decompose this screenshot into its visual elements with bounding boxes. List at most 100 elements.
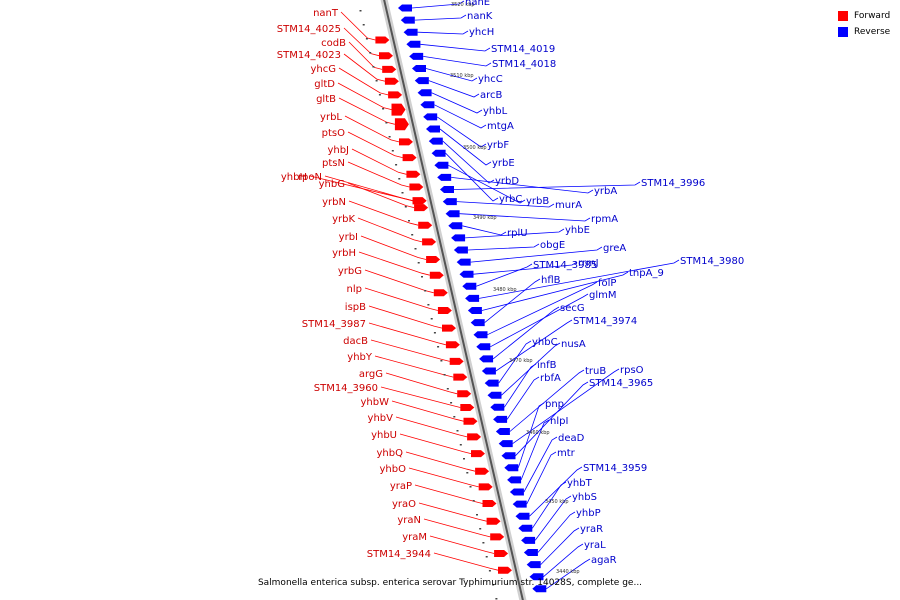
reverse-connector [529, 466, 583, 517]
reverse-gene-feature [403, 28, 418, 36]
forward-connector [368, 322, 446, 346]
forward-gene-label: yhbU [371, 430, 397, 441]
ruler-tick-label: 3440 kbp [556, 569, 580, 575]
reverse-gene-feature [509, 488, 524, 496]
reverse-connector [515, 381, 589, 456]
reverse-connector [473, 261, 578, 275]
reverse-connector [417, 30, 469, 35]
forward-connector [351, 148, 407, 175]
forward-gene-feature [457, 390, 472, 398]
reverse-gene-label: STM14_3980 [680, 256, 744, 267]
forward-gene-feature [437, 307, 452, 314]
forward-connector [385, 372, 458, 395]
forward-gene-label: yraP [390, 481, 412, 492]
reverse-gene-label: pnp [545, 399, 564, 410]
minor-tick [359, 10, 362, 12]
minor-tick [485, 556, 488, 558]
minor-tick [492, 584, 495, 586]
reverse-gene-label: deaD [558, 433, 585, 444]
forward-gene-label: yhbJ [327, 145, 349, 156]
minor-tick [440, 360, 443, 362]
reverse-gene-feature [484, 379, 499, 387]
forward-gene-label: STM14_3960 [314, 383, 378, 394]
forward-gene-label: STM14_4023 [277, 50, 341, 61]
reverse-gene-feature [442, 198, 457, 206]
forward-gene-feature [406, 170, 421, 178]
forward-features [375, 36, 512, 574]
minor-tick [378, 94, 381, 96]
reverse-gene-feature [529, 573, 544, 581]
reverse-connector [520, 419, 550, 481]
reverse-connector [506, 376, 540, 420]
reverse-labels: nanE nanK yhcH STM14_4019 STM14_4018 yhcC arcB… [465, 0, 744, 566]
forward-gene-label: yhbO [380, 464, 407, 475]
forward-gene-feature [384, 77, 399, 85]
reverse-gene-feature [473, 331, 488, 339]
reverse-connector [523, 436, 558, 493]
minor-tick [417, 262, 420, 264]
forward-gene-label: yrbL [320, 112, 342, 123]
reverse-connector [428, 80, 480, 98]
reverse-connector [526, 451, 557, 505]
reverse-connector [448, 164, 526, 204]
reverse-connector [487, 281, 598, 336]
forward-gene-label: yrbN [322, 197, 346, 208]
forward-connector [343, 27, 380, 57]
forward-gene-feature [460, 404, 475, 411]
reverse-gene-feature [448, 222, 463, 230]
forward-connector [347, 161, 410, 188]
reverse-gene-feature [431, 149, 446, 157]
forward-gene-feature [467, 433, 482, 441]
minor-tick [427, 304, 430, 306]
reverse-gene-label: yhbP [576, 508, 601, 519]
reverse-gene-label: greA [603, 243, 626, 254]
forward-gene-label: STM14_3987 [302, 319, 366, 330]
reverse-gene-feature [434, 161, 449, 169]
reverse-gene-feature [440, 186, 454, 193]
reverse-gene-feature [426, 125, 440, 133]
minor-tick [476, 514, 478, 516]
forward-gene-label: codB [321, 38, 346, 49]
forward-gene-feature [449, 357, 464, 365]
minor-tick [414, 248, 417, 250]
forward-gene-feature [433, 289, 448, 297]
reverse-connector [434, 104, 487, 129]
forward-connector [347, 182, 415, 208]
reverse-gene-feature [532, 585, 547, 593]
minor-tick [385, 122, 388, 124]
reverse-connector [540, 527, 580, 565]
reverse-connector [531, 481, 567, 529]
reverse-gene-label: STM14_3985 [533, 260, 597, 271]
minor-tick [362, 24, 365, 26]
forward-gene-feature [391, 103, 406, 116]
reverse-gene-feature [512, 500, 527, 508]
reverse-gene-label: rbfA [540, 373, 561, 384]
forward-connector [399, 433, 472, 454]
minor-tick [495, 598, 498, 600]
reverse-gene-feature [465, 294, 480, 302]
forward-connector [380, 386, 461, 408]
reverse-connector [442, 140, 495, 184]
forward-gene-feature [418, 221, 433, 229]
reverse-connector [543, 543, 584, 578]
forward-gene-feature [475, 467, 490, 475]
reverse-gene-label: yhbL [483, 106, 508, 117]
forward-gene-label: yhbV [368, 413, 394, 424]
reverse-features [398, 4, 547, 593]
reverse-gene-feature [428, 137, 443, 145]
forward-gene-feature [445, 341, 460, 349]
minor-tick [401, 192, 404, 194]
minor-tick [430, 318, 433, 320]
forward-gene-feature [471, 450, 485, 458]
reverse-gene-label: murA [555, 200, 582, 211]
reverse-gene-label: rpmA [591, 214, 618, 225]
forward-connector [423, 518, 491, 538]
forward-gene-feature [379, 52, 393, 60]
minor-tick [450, 402, 453, 404]
forward-gene-label: nanT [313, 8, 339, 19]
reverse-gene-label: rrmJ [578, 258, 599, 269]
reverse-gene-label: nusA [561, 339, 586, 350]
reverse-gene-feature [423, 113, 438, 121]
forward-gene-feature [498, 566, 512, 574]
